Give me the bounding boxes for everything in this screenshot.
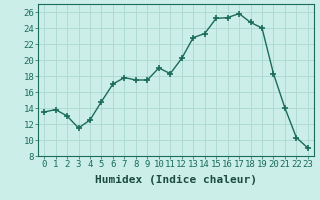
X-axis label: Humidex (Indice chaleur): Humidex (Indice chaleur): [95, 175, 257, 185]
